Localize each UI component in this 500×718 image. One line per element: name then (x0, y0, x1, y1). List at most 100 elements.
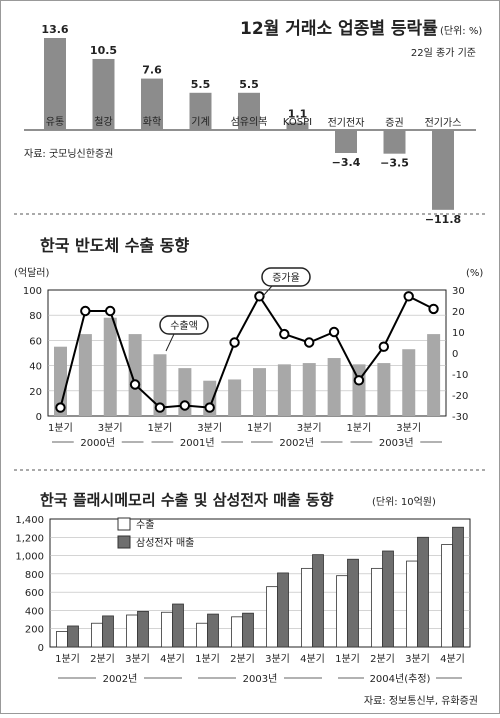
chart2-callout-export-pointer (165, 333, 175, 352)
chart2-bar (228, 379, 242, 416)
chart1-unit: (단위: %) (440, 24, 482, 37)
chart2-left-ticks: 0 20 40 60 80 100 (23, 286, 42, 423)
chart2-bar (78, 334, 92, 416)
chart1-category-label: 전기가스 (425, 117, 462, 129)
chart2-growth-marker (154, 402, 166, 413)
chart2-callout-growth (261, 267, 311, 287)
chart2-growth-marker (104, 305, 116, 317)
chart2-x-label: 1분기 (148, 422, 173, 434)
chart3-x-label: 4분기 (440, 653, 465, 665)
chart3-bar-export (441, 544, 453, 648)
chart1-bar (141, 78, 163, 130)
chart1-bar (286, 122, 309, 130)
chart2-growth-marker (55, 402, 66, 413)
chart2-right-unit: (%) (466, 268, 483, 279)
legend-label-samsung: 삼성전자 매출 (136, 537, 194, 549)
chart1-bar (335, 130, 357, 153)
chart3-bar-export (231, 616, 243, 648)
chart3-x-label: 3분기 (125, 653, 150, 665)
chart1-source: 자료: 굿모닝신한증권 (24, 148, 113, 160)
chart1-value-label: −11.8 (425, 213, 461, 226)
chart2-bar (253, 368, 266, 416)
chart3-y-ticks: 0 200 400 600 800 1,000 1,200 1,400 (15, 515, 44, 654)
chart1-bars (44, 38, 454, 210)
chart3-x-label: 1분기 (335, 653, 360, 665)
chart2-x-label: 3분기 (98, 422, 123, 434)
chart1-value-label: 5.5 (191, 78, 211, 91)
chart2-bar (327, 358, 341, 416)
chart2-year-groups: 2000년 2001년 2002년 2003년 (52, 437, 442, 449)
chart1-category-label: 유통 (46, 116, 64, 128)
chart2-bar (427, 334, 441, 416)
chart1-bar (92, 58, 115, 130)
chart1-subtitle: 22일 종가 기준 (411, 47, 476, 59)
chart2-left-tick: 80 (29, 311, 42, 322)
chart2-left-tick: 40 (29, 362, 42, 373)
chart2-callout-growth-pointer (262, 285, 273, 297)
chart2-growth-marker (279, 328, 290, 340)
chart2-growth-marker (179, 400, 191, 411)
chart2-bar (277, 364, 291, 416)
chart3-bar-export (266, 586, 278, 648)
chart2-right-ticks: -30 -20 -10 0 10 20 30 (452, 286, 468, 423)
chart1-bar (432, 130, 454, 210)
chart1-category-label: 기계 (191, 116, 209, 128)
chart2-right-tick: 0 (452, 349, 458, 360)
chart2-year-label: 2001년 (180, 437, 215, 449)
chart3-bar-samsung (452, 526, 464, 648)
chart3-title: 한국 플래시메모리 수출 및 삼성전자 매출 동향 (40, 491, 334, 509)
chart3-bar-samsung (137, 610, 149, 648)
chart1-category-labels: 유통 철강 화학 기계 섬유의복 KOSPI 전기전자 증권 전기가스 (46, 116, 462, 129)
chart3-y-tick: 1,400 (15, 515, 44, 526)
chart3-y-tick: 0 (38, 643, 44, 654)
chart3-year-label: 2002년 (103, 673, 138, 685)
chart1-value-label: −3.5 (380, 157, 409, 170)
chart2-left-tick: 100 (23, 286, 42, 297)
chart3-bar-export (406, 560, 418, 648)
chart3-source: 자료: 정보통신부, 유화증권 (364, 695, 478, 707)
chart3-bar-samsung (102, 615, 114, 648)
chart2-x-label: 3분기 (396, 422, 421, 434)
chart3-unit: (단위: 10억원) (372, 495, 436, 508)
chart2-bar (128, 334, 142, 416)
chart2-callout-export (159, 315, 209, 335)
chart3-year-label: 2003년 (243, 673, 278, 685)
chart2-year-label: 2002년 (279, 437, 314, 449)
chart3-x-label: 2분기 (230, 653, 255, 665)
chart2-growth-marker (80, 305, 91, 317)
chart3-bar-export (196, 622, 208, 648)
chart3-bar-export (301, 567, 313, 648)
chart3-bar-export (371, 567, 383, 648)
chart1-bar (383, 130, 406, 154)
chart2-right-tick: 30 (452, 286, 465, 297)
chart3-bar-export (56, 631, 68, 648)
chart2-x-label: 3분기 (197, 422, 222, 434)
chart2-growth-marker (403, 291, 414, 302)
chart1-value-label: −3.4 (332, 156, 361, 169)
chart1-category-label: 섬유의복 (231, 116, 268, 128)
chart1-category-label: KOSPI (283, 117, 312, 128)
chart1-category-label: 전기전자 (328, 117, 365, 129)
chart3-x-label: 2분기 (370, 653, 395, 665)
chart3-x-label: 4분기 (300, 653, 325, 665)
chart3-x-label: 1분기 (195, 653, 220, 665)
chart2-right-tick: 20 (452, 307, 465, 318)
chart2-right-tick: 10 (452, 328, 465, 339)
chart2-bar (103, 317, 117, 416)
chart1-value-labels: 13.6 10.5 7.6 5.5 5.5 1.1 −3.4 −3.5 −11.8 (41, 23, 461, 226)
chart3-x-label: 2분기 (90, 653, 115, 665)
chart2-callout-growth-label: 증가율 (272, 272, 300, 284)
chart1-category-label: 증권 (385, 117, 403, 129)
chart3-x-label: 1분기 (55, 653, 80, 665)
chart3-bar-samsung (67, 625, 79, 648)
chart2-growth-markers (55, 291, 439, 413)
chart2-bar (302, 363, 316, 416)
chart2-x-label: 1분기 (247, 422, 272, 434)
chart1-value-label: 10.5 (90, 44, 117, 57)
chart3-bar-samsung (242, 612, 254, 648)
chart2-growth-marker (254, 291, 265, 302)
chart3-bar-samsung (312, 554, 324, 648)
chart2-growth-marker (353, 375, 365, 386)
